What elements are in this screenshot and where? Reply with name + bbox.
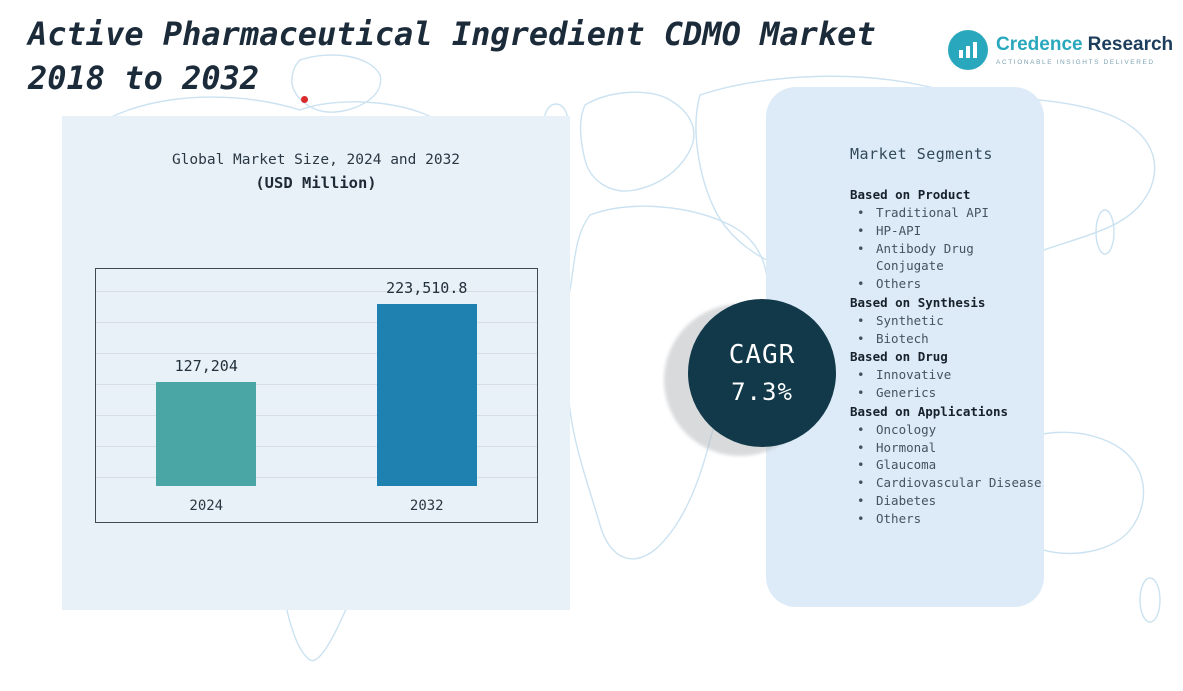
segment-item: Diabetes [850,492,1044,510]
cagr-label: CAGR [728,340,796,370]
credence-research-logo: Credence Research Actionable Insights Del… [948,30,1173,70]
segment-group-heading: Based on Synthesis [850,294,986,310]
bars-area: 127,204 223,510.8 [96,274,537,486]
segments-title: Market Segments [850,145,993,163]
bar-value-label-2032: 223,510.8 [386,278,468,297]
segment-item: Hormonal [850,439,1044,457]
bar-2032 [376,303,477,486]
segment-item: Oncology [850,421,1044,439]
segment-item: Others [850,510,1044,528]
page-title-line1: Active Pharmaceutical Ingredient CDMO Ma… [28,15,876,53]
segment-item: Others [850,275,1044,293]
segment-item: HP-API [850,222,1044,240]
logo-text: Credence Research Actionable Insights Del… [996,30,1173,66]
segment-group-heading: Based on Product [850,187,971,202]
segment-item: Synthetic [850,312,1044,330]
x-axis: 2024 2032 [96,498,537,514]
bar-group-2024: 127,204 [151,274,261,486]
bar-chart-plot: 127,204 223,510.8 2024 2032 [95,268,538,523]
segment-group-synthesis: Based on Synthesis Synthetic Biotech [850,295,1044,348]
x-axis-label-2032: 2032 [409,498,444,514]
page-title: Active Pharmaceutical Ingredient CDMO Ma… [28,12,876,100]
bar-2024 [156,382,257,486]
cagr-badge: CAGR 7.3% [688,299,836,447]
logo-tagline: Actionable Insights Delivered [996,59,1155,66]
logo-wordmark: Credence Research [996,34,1173,56]
segment-group-applications: Based on Applications Oncology Hormonal … [850,404,1044,528]
logo-brand-secondary: Research [1087,34,1174,55]
segment-item: Innovative [850,366,1044,384]
bar-value-label-2024: 127,204 [174,357,238,376]
map-marker-dot [301,96,308,103]
segment-group-heading: Based on Applications [850,403,1009,419]
cagr-value: 7.3% [731,378,793,406]
logo-brand-primary: Credence [996,34,1083,55]
x-axis-label-2024: 2024 [189,498,224,514]
market-size-panel: Global Market Size, 2024 and 2032 (USD M… [62,116,570,610]
page-title-line2: 2018 to 2032 [28,59,260,98]
segment-item: Biotech [850,330,1044,348]
segment-item: Traditional API [850,204,1044,222]
segment-item: Cardiovascular Disease [850,474,1044,492]
segment-group-product: Based on Product Traditional API HP-API … [850,187,1044,293]
segment-item: Antibody Drug Conjugate [850,240,1044,276]
segment-item: Generics [850,384,1044,402]
segment-group-heading: Based on Drug [850,349,948,365]
chart-subtitle: (USD Million) [255,174,377,192]
chart-title: Global Market Size, 2024 and 2032 [171,152,461,168]
segment-group-drug: Based on Drug Innovative Generics [850,349,1044,402]
bar-chart-icon [948,30,988,70]
bar-group-2032: 223,510.8 [372,274,482,486]
segment-item: Glaucoma [850,456,1044,474]
